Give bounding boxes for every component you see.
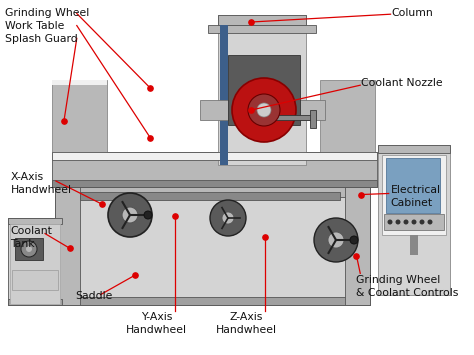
Bar — [55, 185, 370, 197]
Bar — [275, 115, 315, 120]
Bar — [386, 158, 440, 213]
Text: Grinding Wheel: Grinding Wheel — [5, 8, 89, 18]
Bar — [228, 55, 300, 125]
Text: Z-Axis: Z-Axis — [230, 312, 263, 322]
Bar — [200, 100, 325, 120]
Circle shape — [314, 218, 358, 262]
Text: X-Axis: X-Axis — [10, 172, 44, 182]
Bar — [208, 25, 316, 33]
Bar — [218, 15, 306, 25]
Circle shape — [210, 200, 246, 236]
Bar — [52, 80, 107, 85]
Text: Electrical: Electrical — [391, 185, 440, 195]
Bar — [320, 80, 375, 158]
Bar — [80, 192, 340, 200]
Text: Tank: Tank — [10, 240, 35, 250]
Text: Coolant: Coolant — [10, 226, 52, 236]
Circle shape — [21, 241, 37, 257]
Bar — [378, 145, 450, 295]
Text: Grinding Wheel: Grinding Wheel — [356, 275, 441, 285]
Circle shape — [403, 219, 409, 224]
Circle shape — [395, 219, 401, 224]
Bar — [382, 155, 446, 235]
Bar — [8, 299, 62, 305]
Circle shape — [122, 207, 138, 223]
Bar — [8, 218, 62, 305]
Text: Coolant Nozzle: Coolant Nozzle — [361, 78, 443, 88]
Circle shape — [26, 246, 32, 252]
Text: Splash Guard: Splash Guard — [5, 34, 77, 44]
Circle shape — [350, 236, 358, 244]
Circle shape — [411, 219, 417, 224]
Circle shape — [328, 232, 344, 248]
Circle shape — [144, 211, 152, 219]
Bar — [15, 238, 43, 260]
Bar — [55, 185, 80, 305]
Bar — [10, 224, 60, 304]
Text: Column: Column — [392, 8, 433, 18]
Circle shape — [248, 94, 280, 126]
Circle shape — [428, 219, 432, 224]
Text: Y-Axis: Y-Axis — [141, 312, 172, 322]
Text: Handwheel: Handwheel — [216, 325, 277, 335]
Text: Handwheel: Handwheel — [10, 185, 72, 195]
Circle shape — [108, 193, 152, 237]
Bar — [310, 110, 316, 128]
Text: Cabinet: Cabinet — [391, 198, 433, 208]
Bar — [52, 80, 107, 158]
Text: & Coolant Controls: & Coolant Controls — [356, 288, 459, 298]
Bar — [52, 152, 377, 187]
Bar — [220, 25, 228, 165]
Text: Work Table: Work Table — [5, 21, 64, 31]
Bar — [8, 218, 62, 224]
Text: Handwheel: Handwheel — [126, 325, 187, 335]
Bar — [12, 270, 58, 290]
Circle shape — [388, 219, 392, 224]
Circle shape — [222, 212, 234, 224]
Bar — [52, 180, 377, 187]
Bar — [345, 185, 370, 305]
Bar — [218, 15, 306, 165]
Circle shape — [257, 103, 271, 117]
Bar — [378, 145, 450, 153]
Bar — [384, 214, 444, 230]
Bar — [55, 185, 370, 305]
Circle shape — [419, 219, 425, 224]
Text: Saddle: Saddle — [75, 291, 112, 301]
Bar — [410, 235, 418, 255]
Circle shape — [232, 78, 296, 142]
Bar — [52, 152, 377, 160]
Bar — [55, 297, 370, 305]
